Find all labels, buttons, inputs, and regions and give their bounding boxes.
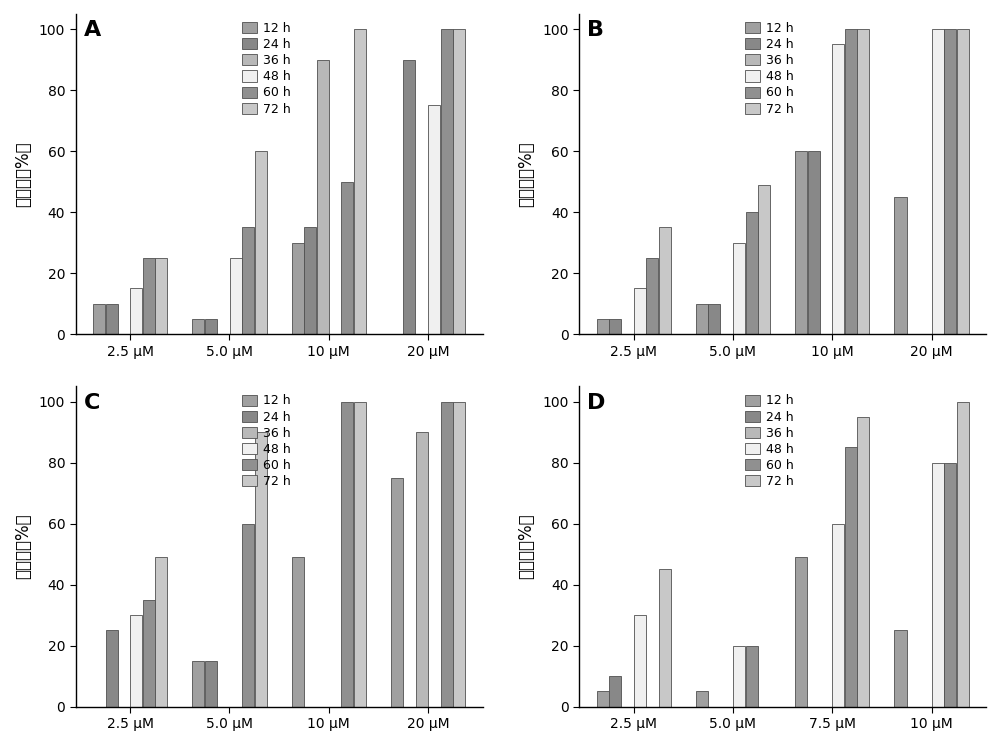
- Bar: [130, 615, 142, 707]
- Bar: [746, 646, 758, 707]
- Bar: [894, 630, 907, 707]
- Bar: [746, 212, 758, 335]
- Legend: 12 h, 24 h, 36 h, 48 h, 60 h, 72 h: 12 h, 24 h, 36 h, 48 h, 60 h, 72 h: [237, 17, 296, 121]
- Bar: [205, 319, 217, 335]
- Bar: [944, 29, 956, 335]
- Bar: [341, 402, 353, 707]
- Legend: 12 h, 24 h, 36 h, 48 h, 60 h, 72 h: 12 h, 24 h, 36 h, 48 h, 60 h, 72 h: [740, 390, 799, 493]
- Bar: [93, 304, 105, 335]
- Bar: [403, 60, 415, 335]
- Bar: [242, 524, 254, 707]
- Bar: [758, 185, 770, 335]
- Bar: [130, 288, 142, 335]
- Bar: [391, 478, 403, 707]
- Bar: [609, 676, 621, 707]
- Bar: [304, 227, 316, 335]
- Bar: [659, 569, 671, 707]
- Bar: [230, 258, 242, 335]
- Y-axis label: 死亡率（%）: 死亡率（%）: [14, 142, 32, 207]
- Bar: [944, 463, 956, 707]
- Bar: [143, 258, 155, 335]
- Text: A: A: [84, 20, 101, 40]
- Bar: [192, 661, 204, 707]
- Bar: [242, 227, 254, 335]
- Bar: [317, 60, 329, 335]
- Bar: [894, 197, 907, 335]
- Bar: [428, 105, 440, 335]
- Bar: [453, 402, 465, 707]
- Bar: [696, 304, 708, 335]
- Bar: [832, 524, 844, 707]
- Bar: [441, 402, 453, 707]
- Bar: [255, 151, 267, 335]
- Bar: [845, 29, 857, 335]
- Bar: [609, 319, 621, 335]
- Bar: [354, 402, 366, 707]
- Bar: [832, 45, 844, 335]
- Bar: [733, 646, 745, 707]
- Bar: [957, 29, 969, 335]
- Text: D: D: [587, 393, 606, 413]
- Bar: [255, 432, 267, 707]
- Bar: [957, 402, 969, 707]
- Bar: [416, 432, 428, 707]
- Bar: [857, 29, 869, 335]
- Bar: [292, 557, 304, 707]
- Bar: [659, 227, 671, 335]
- Bar: [341, 182, 353, 335]
- Bar: [634, 615, 646, 707]
- Bar: [143, 600, 155, 707]
- Text: B: B: [587, 20, 604, 40]
- Bar: [354, 29, 366, 335]
- Bar: [155, 258, 167, 335]
- Y-axis label: 死亡率（%）: 死亡率（%）: [517, 142, 535, 207]
- Y-axis label: 死亡率（%）: 死亡率（%）: [14, 514, 32, 580]
- Bar: [696, 691, 708, 707]
- Legend: 12 h, 24 h, 36 h, 48 h, 60 h, 72 h: 12 h, 24 h, 36 h, 48 h, 60 h, 72 h: [237, 390, 296, 493]
- Text: C: C: [84, 393, 100, 413]
- Legend: 12 h, 24 h, 36 h, 48 h, 60 h, 72 h: 12 h, 24 h, 36 h, 48 h, 60 h, 72 h: [740, 17, 799, 121]
- Bar: [155, 557, 167, 707]
- Bar: [106, 630, 118, 707]
- Bar: [646, 258, 658, 335]
- Y-axis label: 死亡率（%）: 死亡率（%）: [517, 514, 535, 580]
- Bar: [441, 29, 453, 335]
- Bar: [453, 29, 465, 335]
- Bar: [708, 304, 720, 335]
- Bar: [106, 304, 118, 335]
- Bar: [205, 661, 217, 707]
- Bar: [808, 151, 820, 335]
- Bar: [845, 448, 857, 707]
- Bar: [192, 319, 204, 335]
- Bar: [292, 243, 304, 335]
- Bar: [597, 319, 609, 335]
- Bar: [932, 463, 944, 707]
- Bar: [857, 417, 869, 707]
- Bar: [795, 557, 807, 707]
- Bar: [597, 691, 609, 707]
- Bar: [932, 29, 944, 335]
- Bar: [795, 151, 807, 335]
- Bar: [634, 288, 646, 335]
- Bar: [733, 243, 745, 335]
